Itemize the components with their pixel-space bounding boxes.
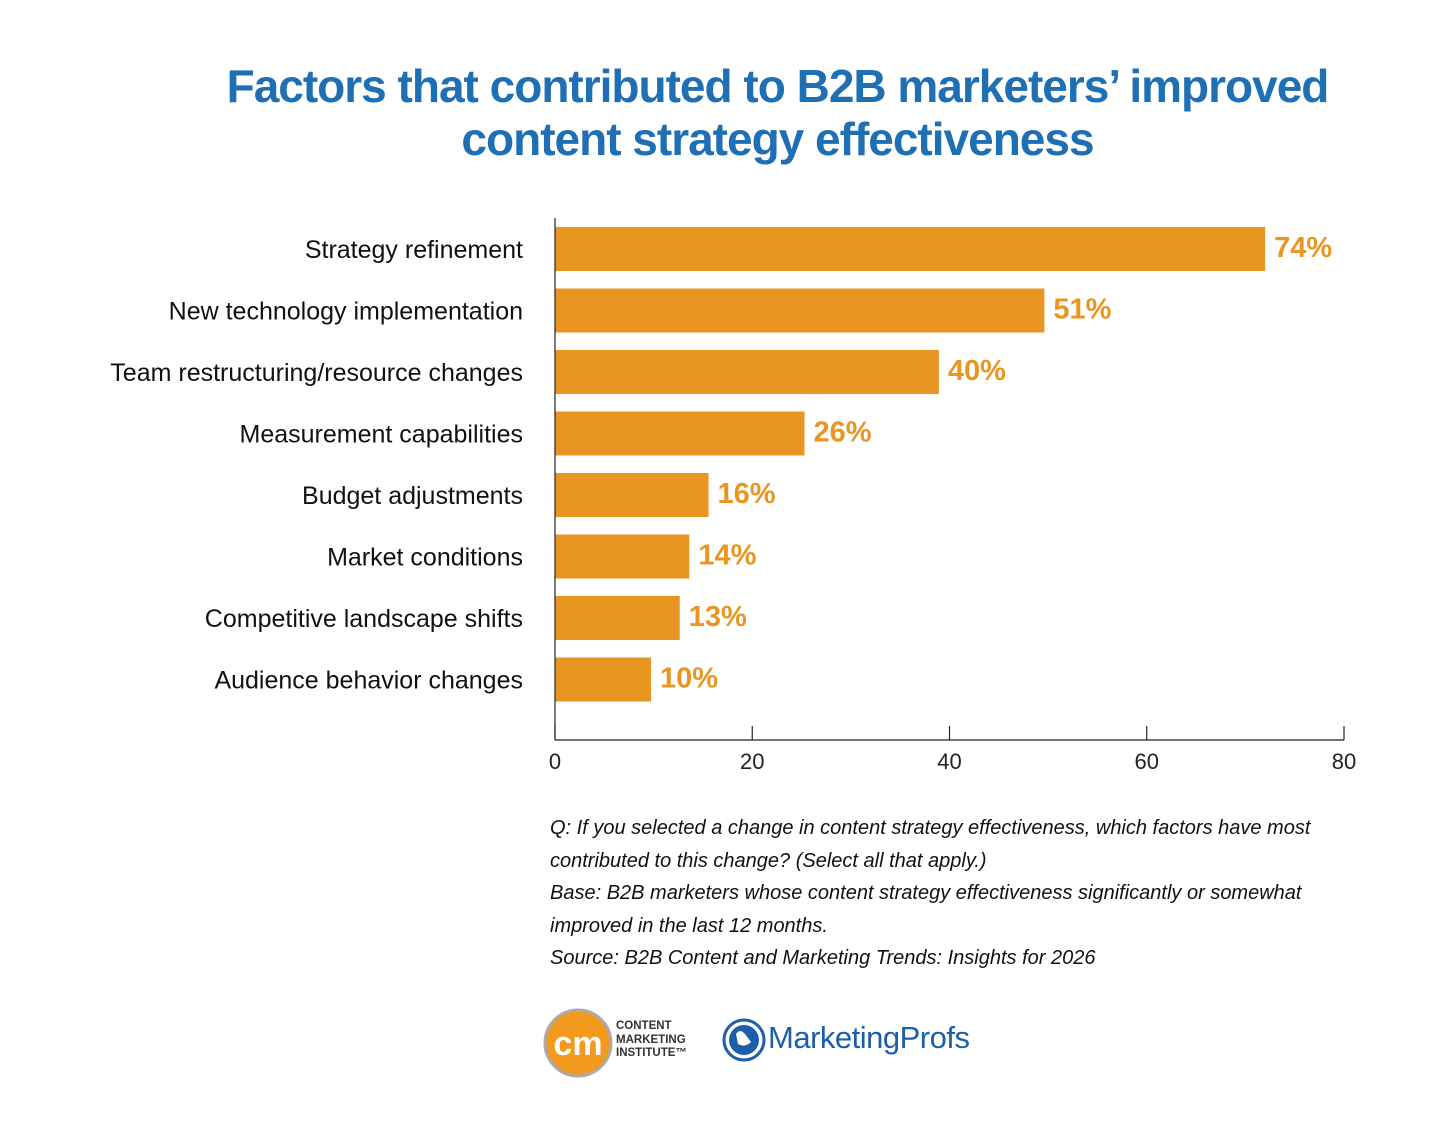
data-label: 16% [718, 478, 776, 510]
cmi-logo-text: CONTENT MARKETING INSTITUTE™ [616, 1020, 687, 1059]
source-note: Source: B2B Content and Marketing Trends… [550, 947, 1096, 969]
category-label: Strategy refinement [305, 236, 523, 264]
data-label: 51% [1053, 294, 1111, 326]
bar [555, 657, 651, 702]
category-label: Team restructuring/resource changes [110, 359, 523, 387]
marketingprofs-bird-icon [722, 1018, 766, 1062]
data-label: 26% [814, 417, 872, 449]
data-label: 14% [698, 540, 756, 572]
question-note: Q: If you selected a change in content s… [550, 817, 1311, 872]
x-tick-label: 0 [549, 749, 561, 774]
svg-text:cm: cm [553, 1025, 602, 1063]
data-label: 10% [660, 663, 718, 695]
category-label: Competitive landscape shifts [205, 605, 523, 633]
x-tick-label: 40 [937, 749, 961, 774]
data-label: 74% [1274, 232, 1332, 264]
x-tick-label: 60 [1135, 749, 1159, 774]
bar [555, 596, 680, 640]
x-tick-label: 20 [740, 749, 764, 774]
category-label: New technology implementation [169, 298, 523, 326]
footnotes: Q: If you selected a change in content s… [550, 812, 1380, 975]
category-label: Budget adjustments [302, 482, 523, 510]
bar [555, 473, 709, 517]
marketingprofs-logo-text: MarketingProfs [768, 1020, 970, 1055]
bar [555, 288, 1045, 333]
category-label: Market conditions [327, 544, 523, 572]
x-tick-label: 80 [1332, 749, 1356, 774]
category-label: Measurement capabilities [240, 421, 523, 449]
data-label: 40% [948, 355, 1006, 387]
bar [555, 227, 1266, 271]
bar-chart: Strategy refinement 74% New technology imp… [110, 218, 1356, 774]
chart-title: Factors that contributed to B2B marketer… [226, 60, 1330, 165]
category-label: Audience behavior changes [214, 667, 523, 695]
bar [555, 350, 939, 394]
data-label: 13% [689, 601, 747, 633]
base-note: Base: B2B marketers whose content strate… [550, 882, 1302, 937]
bar [555, 534, 690, 579]
cmi-logo: cm [543, 1008, 613, 1078]
bar [555, 411, 805, 456]
